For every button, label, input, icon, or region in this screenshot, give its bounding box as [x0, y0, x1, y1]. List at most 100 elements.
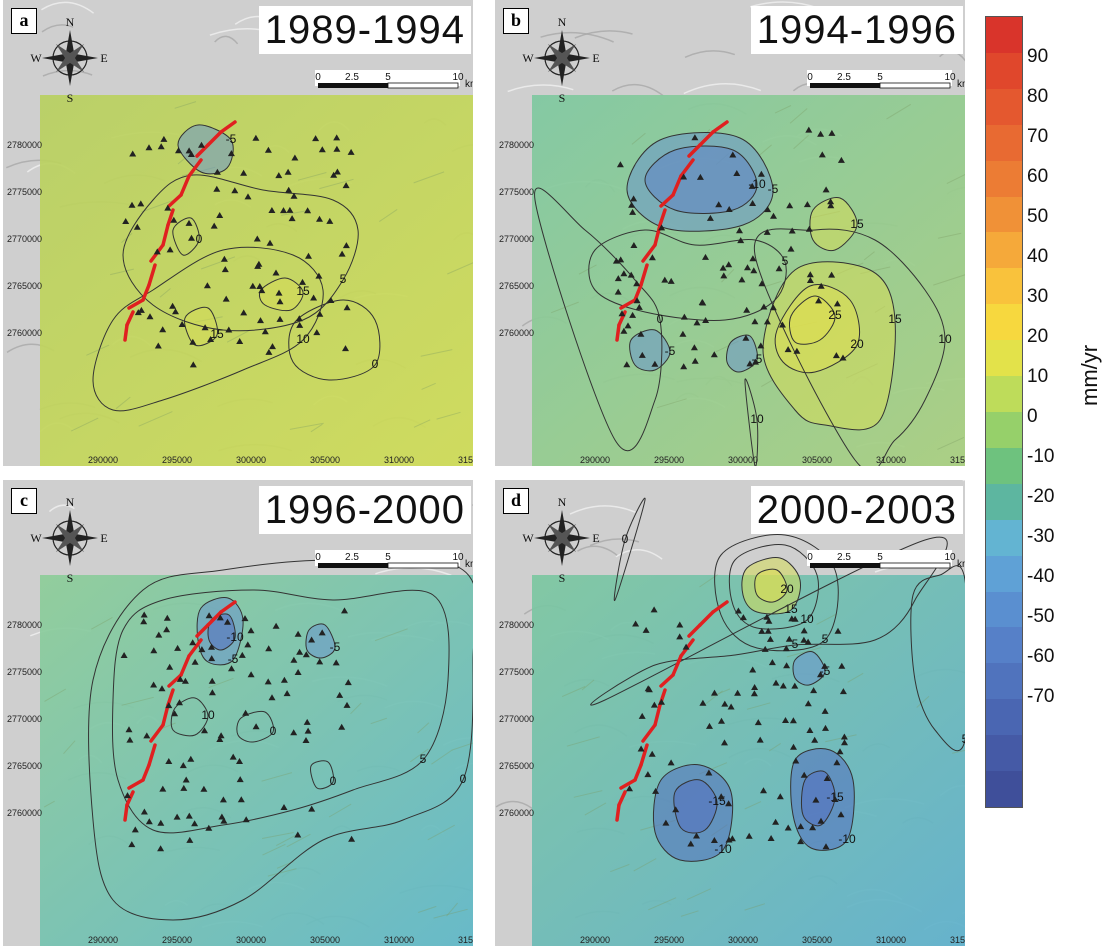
- contour-line: [92, 246, 324, 412]
- y-tick-label: 2765000: [499, 281, 534, 291]
- station-marker: [811, 736, 819, 743]
- station-marker: [198, 646, 206, 653]
- scale-tick-label: 5: [385, 552, 391, 563]
- station-marker: [227, 150, 235, 157]
- fault-trace: [166, 208, 175, 227]
- contour-label: 15: [888, 312, 902, 326]
- station-marker: [839, 354, 847, 361]
- station-marker: [238, 651, 246, 658]
- legend-color-cell: [986, 268, 1022, 306]
- station-marker: [180, 784, 188, 791]
- station-marker: [806, 727, 814, 733]
- fault-trace: [127, 298, 145, 310]
- station-marker: [630, 242, 638, 248]
- fault-trace: [141, 283, 151, 302]
- station-marker: [176, 699, 183, 706]
- relief-shading: [417, 722, 430, 734]
- station-marker: [784, 346, 792, 353]
- station-marker: [725, 800, 733, 807]
- station-marker: [661, 276, 669, 283]
- station-marker: [332, 659, 340, 666]
- map-svg: -5 -10 5 10 0 -5 0 0 2780000 2775000 2770000 276500…: [3, 480, 473, 946]
- station-marker: [145, 144, 153, 151]
- compass-letter: E: [592, 531, 599, 545]
- scale-tick-label: 10: [452, 72, 464, 83]
- station-marker: [296, 648, 304, 655]
- map-panel-d: 2015105-5-15-10-15-105052780000277500027…: [495, 480, 965, 946]
- station-marker: [166, 246, 174, 253]
- y-tick-label: 2775000: [7, 187, 42, 197]
- station-marker: [189, 361, 197, 368]
- fault-trace: [195, 623, 210, 638]
- station-marker: [614, 288, 622, 295]
- station-marker: [629, 311, 637, 318]
- relief-shading: [43, 800, 55, 808]
- fault-trace: [658, 208, 667, 227]
- terrain-ridge: [615, 549, 663, 560]
- legend-color-cell: [986, 699, 1022, 737]
- station-marker: [800, 636, 808, 643]
- station-marker: [187, 755, 195, 762]
- relief-shading: [427, 824, 455, 841]
- contour-line: [87, 558, 473, 921]
- fault-trace: [187, 158, 203, 178]
- x-tick-label: 310000: [876, 935, 906, 945]
- fault-trace: [639, 743, 649, 767]
- station-marker: [620, 327, 628, 334]
- x-tick-label: 310000: [384, 455, 414, 465]
- fault-trace: [206, 610, 223, 627]
- station-marker: [122, 218, 130, 224]
- station-marker: [672, 806, 680, 813]
- station-marker: [198, 141, 205, 148]
- station-marker: [642, 626, 650, 633]
- relief-shading: [774, 105, 792, 114]
- station-marker: [201, 324, 209, 331]
- station-marker: [711, 689, 718, 696]
- station-marker: [785, 635, 793, 642]
- contour-zone: [793, 651, 826, 686]
- contour-label: 0: [622, 532, 629, 546]
- station-marker: [626, 785, 633, 792]
- station-marker: [760, 303, 768, 310]
- contour-label: 5: [782, 254, 789, 268]
- station-marker: [623, 361, 631, 368]
- fault-trace: [219, 600, 237, 614]
- station-marker: [222, 295, 230, 302]
- station-marker: [806, 271, 814, 278]
- station-marker: [627, 271, 635, 278]
- station-marker: [828, 271, 836, 278]
- legend-color-cell: [986, 627, 1022, 665]
- y-tick-label: 2760000: [499, 808, 534, 818]
- compass-rose: N S E W: [522, 495, 599, 585]
- station-marker: [637, 330, 645, 337]
- station-marker: [721, 739, 728, 746]
- station-marker: [294, 669, 302, 675]
- relief-shading: [793, 134, 809, 150]
- station-marker: [706, 214, 714, 221]
- station-marker: [304, 207, 312, 214]
- station-marker: [648, 254, 656, 261]
- scale-bar: 0 2.5 5 10km: [807, 70, 965, 90]
- station-marker: [797, 838, 805, 845]
- station-marker: [786, 202, 794, 209]
- panel-title: 1989-1994: [258, 6, 471, 54]
- station-marker: [710, 837, 718, 843]
- station-marker: [682, 643, 690, 650]
- relief-shading: [704, 690, 723, 705]
- station-marker: [791, 615, 799, 622]
- station-marker: [316, 215, 323, 222]
- color-legend: mm/yr 90 80 70 60 50 40 30 20 10 0 -10 -20 -30 -40 -50…: [985, 16, 1102, 816]
- contour-label: 20: [780, 582, 794, 596]
- x-tick-label: 310000: [876, 455, 906, 465]
- contour-line: [258, 277, 304, 312]
- scale-bar-bg: [315, 550, 460, 566]
- station-marker: [268, 694, 276, 701]
- station-marker: [776, 793, 784, 800]
- relief-shading: [420, 349, 453, 357]
- relief-shading: [578, 264, 597, 275]
- station-marker: [216, 212, 224, 218]
- station-marker: [805, 126, 813, 133]
- scale-tick-label: 2.5: [345, 72, 359, 83]
- scale-bar-black: [810, 563, 880, 568]
- station-marker: [729, 151, 737, 158]
